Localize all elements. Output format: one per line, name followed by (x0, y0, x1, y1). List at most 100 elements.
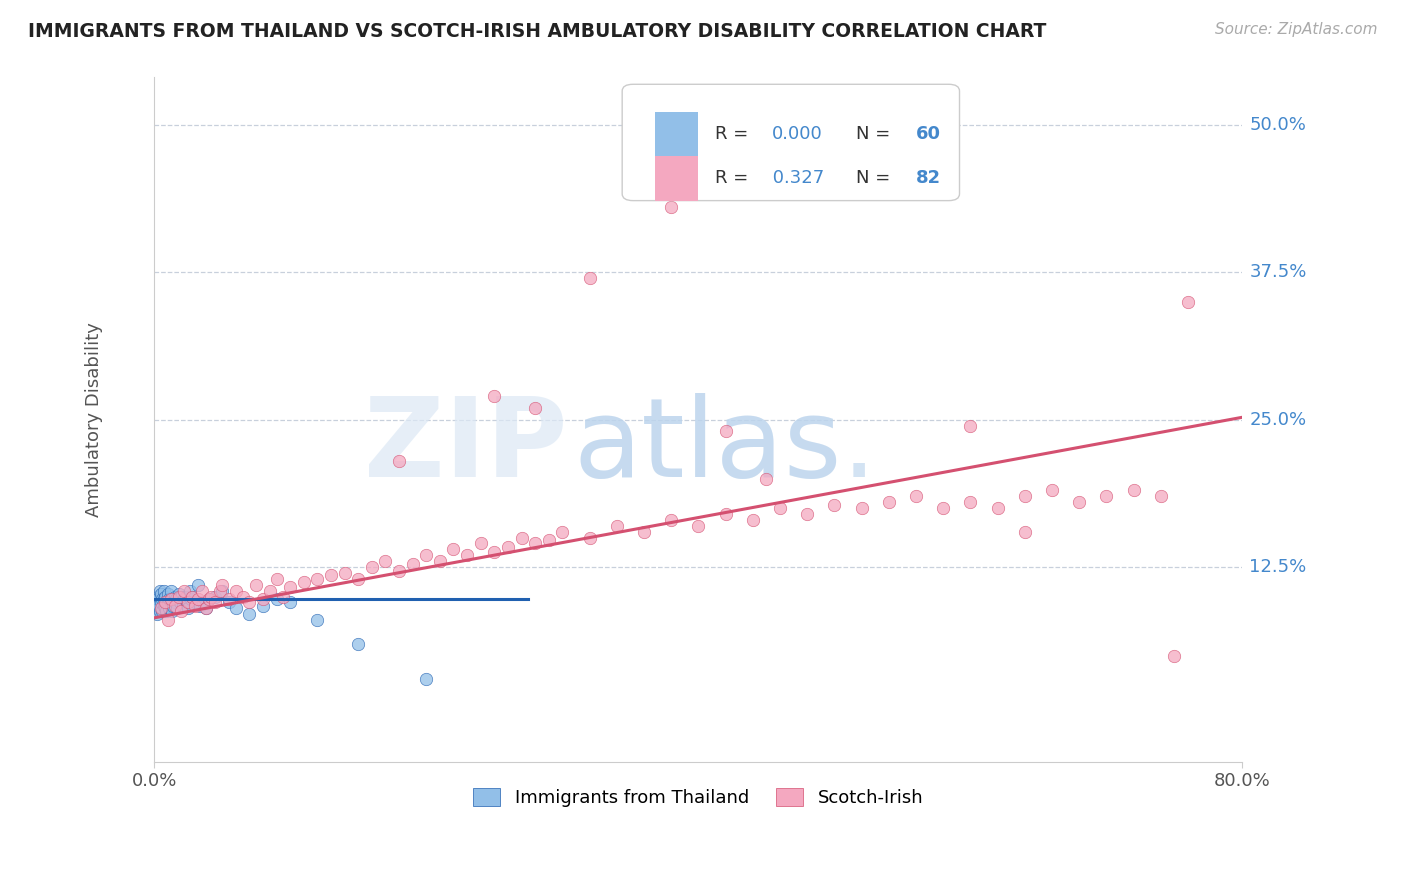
Text: Source: ZipAtlas.com: Source: ZipAtlas.com (1215, 22, 1378, 37)
Point (208, 583, 231, 598)
Point (181, 590, 204, 604)
Point (159, 591, 181, 606)
Point (159, 599, 181, 613)
Point (278, 580, 301, 594)
Point (156, 613, 179, 627)
Point (388, 564, 411, 578)
Point (959, 495, 981, 509)
Point (193, 595, 215, 609)
Point (238, 595, 260, 609)
Point (194, 601, 217, 615)
Point (877, 495, 900, 509)
Point (232, 590, 254, 604)
Point (688, 518, 710, 533)
Point (200, 590, 222, 604)
Point (578, 271, 600, 285)
Point (823, 498, 845, 512)
Point (152, 583, 174, 598)
Point (851, 501, 873, 516)
Point (606, 518, 628, 533)
Point (537, 533, 560, 547)
Text: Ambulatory Disability: Ambulatory Disability (86, 322, 104, 517)
Text: 25.0%: 25.0% (1250, 410, 1306, 429)
Point (1122, 483, 1144, 498)
Text: R =: R = (714, 125, 754, 143)
Point (456, 549, 478, 563)
Point (187, 578, 209, 592)
Point (904, 489, 927, 503)
Point (180, 591, 202, 606)
Text: 0.000: 0.000 (772, 125, 823, 143)
Point (157, 601, 180, 615)
Point (1040, 483, 1063, 498)
Point (160, 604, 183, 618)
Point (225, 601, 247, 615)
Point (163, 599, 186, 613)
Point (1177, 294, 1199, 309)
Point (174, 590, 197, 604)
Text: N =: N = (856, 169, 896, 187)
Point (307, 572, 329, 586)
Point (150, 604, 173, 618)
Point (176, 595, 198, 609)
Point (204, 595, 226, 609)
Point (524, 401, 547, 415)
Point (172, 599, 194, 613)
Point (146, 590, 169, 604)
Point (659, 200, 682, 214)
Text: 37.5%: 37.5% (1250, 263, 1306, 281)
Point (143, 595, 166, 609)
Point (181, 590, 204, 604)
Point (415, 549, 437, 563)
Point (388, 454, 411, 468)
Point (415, 672, 437, 686)
Point (245, 578, 267, 592)
Text: atlas: atlas (574, 393, 842, 500)
Point (156, 587, 179, 601)
Point (145, 601, 167, 615)
Point (149, 583, 172, 598)
Point (148, 591, 170, 606)
Point (225, 583, 247, 598)
Point (578, 531, 600, 545)
Point (278, 595, 301, 609)
Point (170, 590, 193, 604)
Point (155, 604, 177, 618)
Text: 12.5%: 12.5% (1250, 558, 1306, 576)
Point (163, 595, 186, 609)
FancyBboxPatch shape (655, 156, 699, 201)
Point (1163, 648, 1185, 663)
Point (796, 507, 818, 521)
Text: atlas.: atlas. (574, 393, 877, 500)
Point (333, 566, 356, 580)
Point (307, 613, 329, 627)
Point (157, 591, 180, 606)
Point (160, 591, 183, 606)
Point (1095, 489, 1118, 503)
Point (146, 607, 169, 622)
Point (184, 595, 207, 609)
Point (187, 591, 209, 606)
FancyBboxPatch shape (623, 84, 959, 201)
Point (153, 590, 176, 604)
Point (1069, 495, 1091, 509)
Point (166, 601, 188, 615)
Point (402, 557, 425, 571)
Point (197, 591, 219, 606)
Text: 82: 82 (915, 169, 941, 187)
Point (162, 599, 184, 613)
Point (252, 599, 274, 613)
Point (173, 591, 195, 606)
Point (374, 554, 396, 568)
Point (659, 513, 682, 527)
Point (1014, 489, 1036, 503)
Point (932, 501, 955, 516)
Point (191, 583, 214, 598)
Point (155, 595, 177, 609)
Point (150, 595, 173, 609)
Point (755, 472, 778, 486)
Point (496, 540, 519, 554)
Point (211, 578, 233, 592)
Point (524, 536, 547, 550)
Legend: Immigrants from Thailand, Scotch-Irish: Immigrants from Thailand, Scotch-Irish (467, 780, 931, 814)
